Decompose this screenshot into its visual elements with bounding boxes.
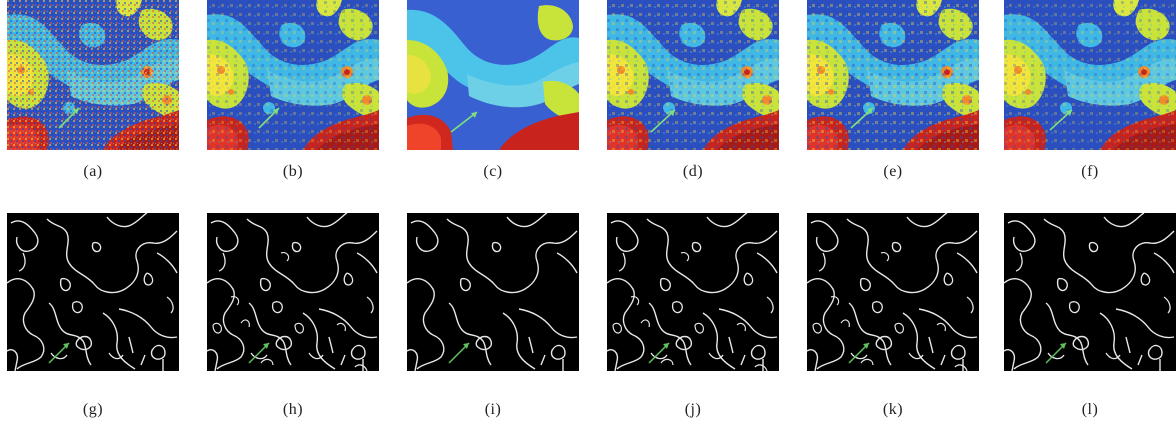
heatmap-panel-d: (d) bbox=[607, 0, 779, 214]
heatmap-image-d bbox=[607, 0, 779, 150]
caption-a: (a) bbox=[83, 163, 103, 180]
edge-map-row: (g) (h) (i) (j) (k) (l) bbox=[0, 213, 1176, 428]
caption-l: (l) bbox=[1081, 401, 1099, 418]
caption-k: (k) bbox=[882, 401, 904, 418]
heatmap-row: (a) (b) (c) bbox=[7, 0, 1176, 214]
edge-panel-i: (i) bbox=[407, 213, 579, 428]
edge-panel-g: (g) bbox=[7, 213, 179, 428]
caption-j: (j) bbox=[684, 401, 702, 418]
heatmap-image-b bbox=[207, 0, 379, 150]
edge-image-j bbox=[607, 213, 779, 371]
heatmap-panel-e: (e) bbox=[807, 0, 979, 214]
heatmap-panel-a: (a) bbox=[7, 0, 179, 214]
caption-g: (g) bbox=[82, 401, 104, 418]
caption-d: (d) bbox=[682, 163, 704, 180]
caption-i: (i) bbox=[484, 401, 502, 418]
heatmap-image-c bbox=[407, 0, 579, 150]
edge-panel-l: (l) bbox=[1004, 213, 1176, 428]
edge-image-h bbox=[207, 213, 379, 371]
edge-panel-h: (h) bbox=[207, 213, 379, 428]
caption-c: (c) bbox=[483, 163, 503, 180]
edge-panel-j: (j) bbox=[607, 213, 779, 428]
heatmap-panel-f: (f) bbox=[1004, 0, 1176, 214]
edge-image-g bbox=[7, 213, 179, 371]
caption-b: (b) bbox=[282, 163, 304, 180]
edge-panel-k: (k) bbox=[807, 213, 979, 428]
caption-e: (e) bbox=[883, 163, 903, 180]
caption-h: (h) bbox=[282, 401, 304, 418]
heatmap-image-a bbox=[7, 0, 179, 150]
heatmap-panel-b: (b) bbox=[207, 0, 379, 214]
edge-image-l bbox=[1004, 213, 1176, 371]
caption-f: (f) bbox=[1081, 163, 1099, 180]
edge-image-k bbox=[807, 213, 979, 371]
edge-image-i bbox=[407, 213, 579, 371]
heatmap-image-e bbox=[807, 0, 979, 150]
heatmap-image-f bbox=[1004, 0, 1176, 150]
heatmap-panel-c: (c) bbox=[407, 0, 579, 214]
